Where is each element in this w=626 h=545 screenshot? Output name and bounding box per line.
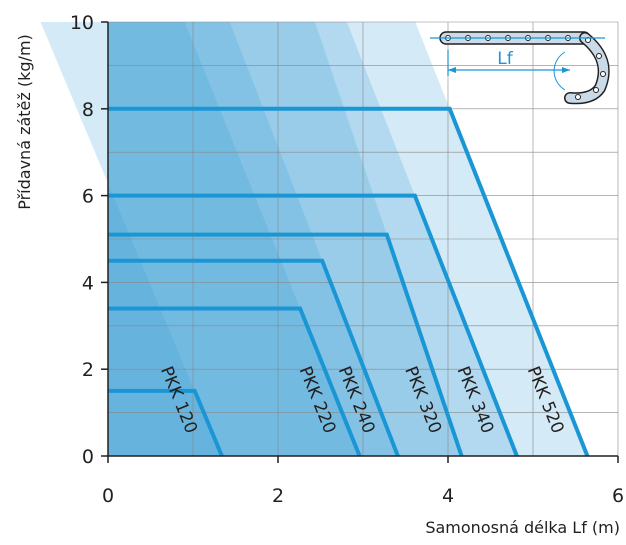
y-tick-label: 10 xyxy=(70,12,94,34)
x-tick-label: 0 xyxy=(102,485,114,507)
y-tick-label: 8 xyxy=(82,99,94,121)
axes: 0 2 4 6 0 2 4 6 8 10 xyxy=(70,12,624,507)
chain-bend xyxy=(565,33,609,103)
chain-icon: Lf xyxy=(430,31,610,105)
series-line xyxy=(108,106,590,457)
x-tick-label: 4 xyxy=(442,485,454,507)
y-tick-label: 0 xyxy=(82,446,94,468)
x-tick-label: 2 xyxy=(272,485,284,507)
y-axis-label: Přídavná zátěž (kg/m) xyxy=(15,34,34,210)
y-tick-label: 4 xyxy=(82,272,94,294)
series-line xyxy=(108,193,519,457)
y-tick-label: 2 xyxy=(82,359,94,381)
series-line xyxy=(108,306,362,457)
y-tick-label: 6 xyxy=(82,186,94,208)
icon-label: Lf xyxy=(497,49,513,69)
x-tick-label: 6 xyxy=(612,485,624,507)
series-line xyxy=(108,258,400,457)
series-line xyxy=(108,388,224,457)
x-axis-label: Samonosná délka Lf (m) xyxy=(425,518,620,537)
load-region xyxy=(40,22,222,456)
bend-radius xyxy=(553,51,566,91)
series-line xyxy=(108,232,464,457)
